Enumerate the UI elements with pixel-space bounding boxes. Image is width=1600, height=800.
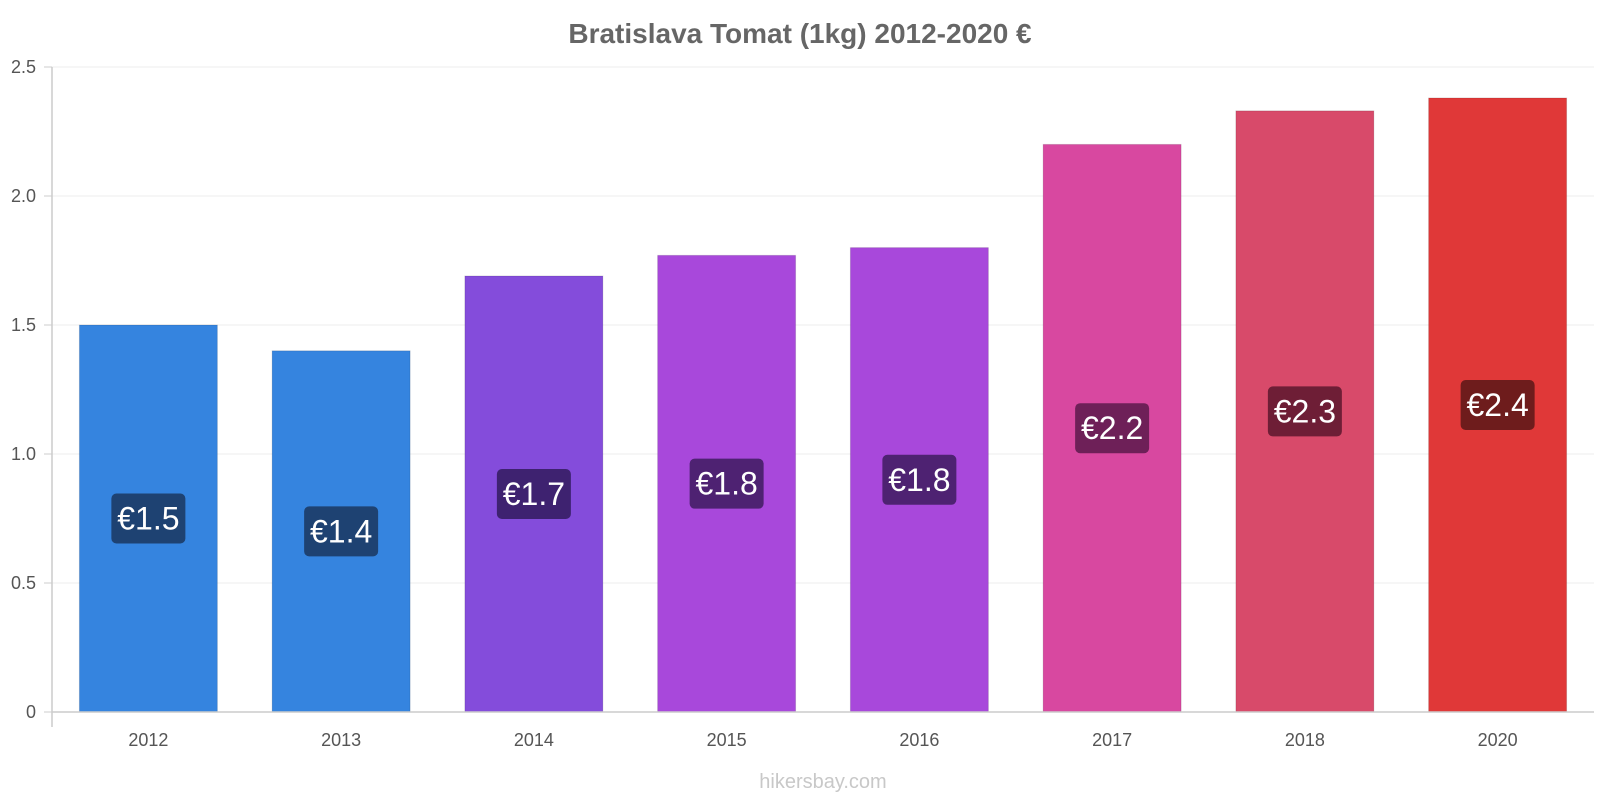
bars: [78, 97, 1568, 713]
data-label-box: [304, 506, 379, 557]
data-label-box: [111, 493, 186, 544]
data-labels: €1.5 €1.4 €1.7 €1.8 €1.8 €2.2 €2.3 €2.4: [111, 379, 1535, 557]
y-axis: 0 0.5 1.0 1.5 2.0 2.5: [11, 57, 53, 727]
data-label: €1.8: [695, 466, 757, 502]
x-tick-label: 2020: [1478, 730, 1518, 750]
data-label: €1.5: [117, 501, 179, 537]
chart-title: Bratislava Tomat (1kg) 2012-2020 €: [568, 18, 1032, 49]
y-tick-label: 2.0: [11, 186, 36, 206]
x-tick-label: 2018: [1285, 730, 1325, 750]
x-tick-label: 2017: [1092, 730, 1132, 750]
x-axis: 2012 2013 2014 2015 2016 2017 2018 2020: [52, 711, 1594, 750]
y-tick-label: 1.5: [11, 315, 36, 335]
x-tick-label: 2015: [707, 730, 747, 750]
data-label: €1.8: [888, 462, 950, 498]
credit-text: hikersbay.com: [759, 771, 886, 793]
data-label-box: [882, 454, 957, 505]
data-label-box: [1460, 379, 1535, 430]
y-tick-label: 2.5: [11, 57, 36, 77]
data-label-box: [1267, 386, 1342, 437]
data-label: €1.4: [310, 513, 372, 549]
y-tick-label: 0.5: [11, 573, 36, 593]
y-tick-label: 0: [26, 702, 36, 722]
data-label: €2.3: [1274, 393, 1336, 429]
x-tick-label: 2014: [514, 730, 554, 750]
data-label-box: [496, 468, 571, 519]
x-tick-label: 2013: [321, 730, 361, 750]
data-label-box: [689, 458, 764, 509]
data-label: €2.2: [1081, 410, 1143, 446]
data-label: €1.7: [503, 476, 565, 512]
data-label-box: [1075, 403, 1150, 454]
y-tick-label: 1.0: [11, 444, 36, 464]
x-tick-label: 2016: [899, 730, 939, 750]
data-label: €2.4: [1466, 387, 1528, 423]
x-tick-label: 2012: [128, 730, 168, 750]
